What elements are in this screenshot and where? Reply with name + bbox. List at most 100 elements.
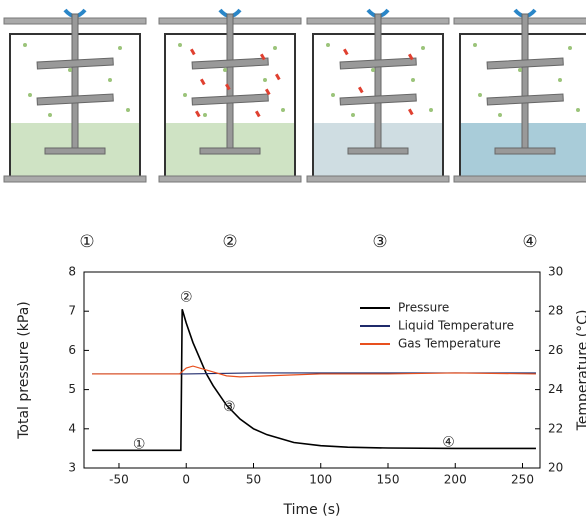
reactive-particle (260, 53, 266, 61)
reactor-illustrations (3, 8, 586, 183)
stirrer-shaft (226, 13, 234, 155)
y-tick-label: 7 (68, 304, 76, 318)
stirrer-blade (36, 57, 114, 70)
stirrer-blade (339, 57, 417, 70)
gas-particle (411, 78, 415, 82)
gas-particle (183, 93, 187, 97)
gas-particle (429, 108, 433, 112)
gas-particle (118, 46, 122, 50)
reactive-particle (275, 73, 281, 81)
y2-tick-label: 24 (548, 382, 563, 396)
stirrer-blade (191, 57, 269, 70)
gas-particle (326, 43, 330, 47)
x-tick-label: 150 (377, 473, 400, 487)
y-tick-label: 4 (68, 421, 76, 435)
reactor-bottom-bar (453, 175, 586, 183)
gas-particle (203, 113, 207, 117)
y2-tick-label: 28 (548, 304, 563, 318)
stirrer-shaft (71, 13, 79, 155)
y-tick-label: 5 (68, 382, 76, 396)
y2-tick-label: 20 (548, 461, 563, 475)
x-tick-label: 200 (444, 473, 467, 487)
reactive-particle (265, 88, 271, 96)
gas-particle (568, 46, 572, 50)
reactive-particle (343, 48, 349, 56)
gas-particle (473, 43, 477, 47)
x-tick-label: 50 (246, 473, 261, 487)
stage-label: ① (79, 232, 94, 252)
gas-particle (421, 46, 425, 50)
annotation: ② (180, 289, 193, 305)
stirrer-shaft (521, 13, 529, 155)
stirrer-blade (339, 93, 417, 106)
reactor-bottom-bar (158, 175, 302, 183)
gas-particle (23, 43, 27, 47)
stirrer-blade (347, 147, 409, 155)
stirrer-blade (191, 93, 269, 106)
reactive-particle (358, 86, 364, 94)
y2-axis-title: Temperature (°C) (575, 310, 586, 432)
x-tick-label: 250 (511, 473, 534, 487)
stage-label: ② (222, 232, 237, 252)
gas-particle (518, 68, 522, 72)
y-tick-label: 6 (68, 343, 76, 357)
reactor-bottom-bar (3, 175, 147, 183)
gas-particle (558, 78, 562, 82)
y2-tick-label: 26 (548, 343, 563, 357)
gas-particle (126, 108, 130, 112)
gas-particle (108, 78, 112, 82)
stirrer-blade (44, 147, 106, 155)
x-tick-label: 100 (309, 473, 332, 487)
y-axis-title: Total pressure (kPa) (16, 301, 32, 440)
series-line (92, 309, 536, 452)
x-tick-label: 0 (182, 473, 190, 487)
y2-tick-label: 22 (548, 421, 563, 435)
stirrer-blade (486, 57, 564, 70)
stage-label: ④ (522, 232, 537, 252)
y-tick-label: 8 (68, 265, 76, 279)
series-line (92, 365, 536, 378)
x-tick-label: -50 (109, 473, 129, 487)
annotation: ③ (223, 399, 236, 415)
plot-frame (83, 271, 541, 469)
gas-particle (498, 113, 502, 117)
stirrer-blade (199, 147, 261, 155)
stage-label: ③ (372, 232, 387, 252)
reactive-particle (254, 110, 261, 118)
gas-particle (371, 68, 375, 72)
x-axis-title: Time (s) (283, 502, 341, 518)
gas-particle (68, 68, 72, 72)
gas-particle (351, 113, 355, 117)
y2-tick-label: 30 (548, 265, 563, 279)
legend-label: Pressure (398, 301, 449, 315)
gas-particle (273, 46, 277, 50)
stirrer-shaft (374, 13, 382, 155)
gas-particle (576, 108, 580, 112)
gas-particle (48, 113, 52, 117)
reactive-particle (408, 108, 414, 116)
stirrer-blade (486, 93, 564, 106)
y-tick-label: 3 (68, 461, 76, 475)
reactor-top-bar (453, 17, 586, 25)
reactor-bottom-bar (306, 175, 450, 183)
reactive-particle (195, 110, 201, 118)
gas-particle (28, 93, 32, 97)
reactive-particle (200, 78, 206, 86)
legend-label: Gas Temperature (398, 337, 501, 351)
annotation: ④ (442, 435, 455, 451)
legend-label: Liquid Temperature (398, 319, 514, 333)
stirrer-blade (36, 93, 114, 106)
gas-particle (178, 43, 182, 47)
gas-particle (478, 93, 482, 97)
gas-particle (281, 108, 285, 112)
annotation: ① (133, 436, 146, 452)
gas-particle (263, 78, 267, 82)
reactive-particle (225, 83, 231, 91)
gas-particle (331, 93, 335, 97)
gas-particle (223, 68, 227, 72)
reactive-particle (190, 48, 196, 56)
stirrer-blade (494, 147, 556, 155)
reactive-particle (408, 53, 414, 61)
